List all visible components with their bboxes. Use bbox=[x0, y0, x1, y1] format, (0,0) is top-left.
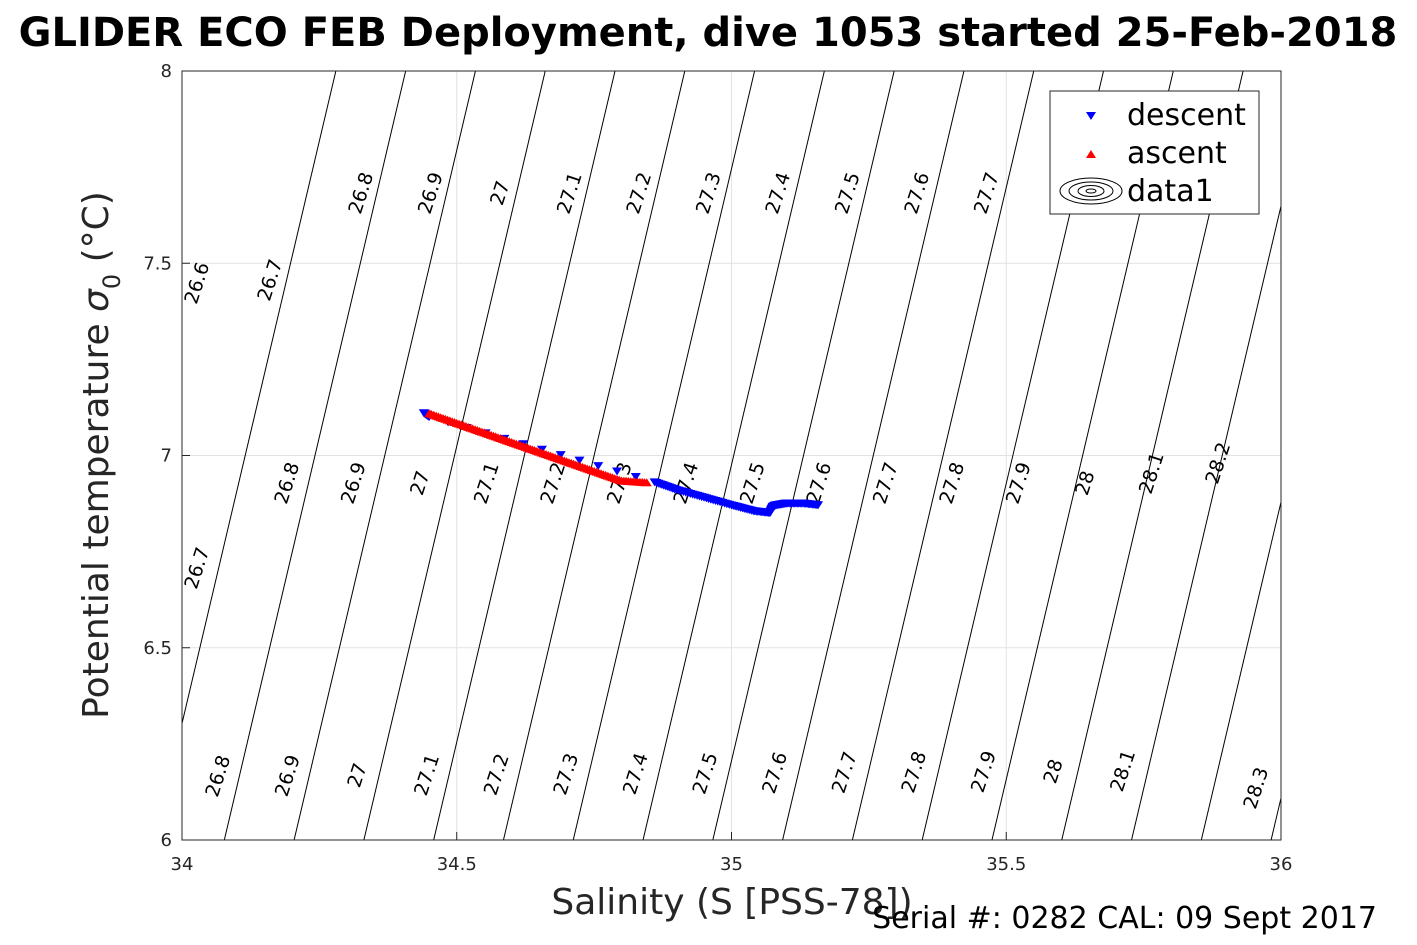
isopycnal-label: 27.3 bbox=[692, 170, 726, 217]
isopycnal-label: 27 bbox=[486, 178, 514, 208]
isopycnal-label: 27.6 bbox=[900, 170, 934, 217]
legend-ascent-label: ascent bbox=[1127, 136, 1227, 171]
descent-point bbox=[574, 456, 585, 465]
isopycnal-label: 26.8 bbox=[270, 460, 304, 507]
isopycnal-label: 26.6 bbox=[180, 260, 214, 307]
isopycnal-label: 26.7 bbox=[180, 545, 214, 592]
y-label-sub: 0 bbox=[98, 274, 126, 289]
descent-point bbox=[593, 462, 604, 471]
isopycnal-line bbox=[851, 70, 1035, 841]
isopycnal-label: 26.8 bbox=[201, 753, 235, 800]
y-tick-label: 7 bbox=[161, 446, 172, 467]
isopycnal-line bbox=[293, 70, 476, 841]
isopycnal-line bbox=[1200, 501, 1282, 841]
isopycnal-line bbox=[712, 70, 895, 841]
isopycnal-line bbox=[642, 70, 825, 841]
y-tick-label: 8 bbox=[161, 61, 172, 82]
isopycnal-label: 26.9 bbox=[337, 460, 371, 507]
x-tick-label: 34.5 bbox=[437, 854, 477, 875]
data-series bbox=[418, 409, 824, 518]
y-tick-label: 6 bbox=[161, 830, 172, 851]
isopycnal-label: 27.1 bbox=[553, 170, 587, 217]
isopycnal-label: 28 bbox=[1071, 468, 1099, 498]
isopycnal-label: 27.4 bbox=[761, 170, 795, 217]
descent-point bbox=[813, 501, 824, 510]
descent-point bbox=[555, 451, 566, 460]
isopycnal-label: 27.4 bbox=[619, 750, 653, 797]
isopycnal-line bbox=[502, 70, 686, 841]
x-axis-ticks: 34 34.5 35 35.5 36 bbox=[171, 832, 1293, 875]
isopycnal-label: 27.2 bbox=[536, 460, 570, 507]
y-label-unit: (°C) bbox=[76, 191, 117, 274]
isopycnal-label: 27.7 bbox=[828, 749, 862, 796]
isopycnal-line bbox=[1131, 206, 1282, 841]
isopycnal-label: 27 bbox=[343, 760, 371, 790]
isopycnal-label: 27.2 bbox=[480, 751, 514, 798]
isopycnal-label: 27.1 bbox=[410, 751, 444, 798]
y-label-main: Potential temperature bbox=[76, 312, 117, 719]
isopycnal-label: 27.7 bbox=[869, 460, 903, 507]
serial-cal-footer: Serial #: 0282 CAL: 09 Sept 2017 bbox=[872, 901, 1377, 936]
legend-box bbox=[1049, 90, 1260, 215]
isopycnal-label: 27.9 bbox=[1002, 460, 1036, 507]
legend-ascent-marker bbox=[1086, 150, 1096, 158]
isopycnal-line bbox=[433, 70, 616, 841]
x-axis-label: Salinity (S [PSS-78]) bbox=[551, 882, 912, 923]
isopycnal-label: 27.4 bbox=[669, 460, 703, 507]
isopycnal-label: 28.1 bbox=[1135, 450, 1169, 497]
isopycnal-label: 27.1 bbox=[470, 460, 504, 507]
isopycnal-label: 27.8 bbox=[897, 749, 931, 796]
descent-point bbox=[612, 467, 623, 476]
ascent-point bbox=[641, 478, 652, 487]
isopycnal-label: 27.2 bbox=[622, 170, 656, 217]
isopycnal-label: 28.1 bbox=[1106, 747, 1140, 794]
isopycnal-label: 27.5 bbox=[831, 170, 865, 217]
y-tick-label: 7.5 bbox=[143, 253, 172, 274]
isopycnal-label: 27.6 bbox=[758, 749, 792, 796]
legend-descent-label: descent bbox=[1127, 98, 1246, 133]
x-tick-label: 35.5 bbox=[986, 854, 1026, 875]
legend-descent-marker bbox=[1086, 112, 1096, 120]
isopycnal-line bbox=[363, 70, 546, 841]
y-label-sigma: σ bbox=[76, 288, 117, 312]
legend: descent ascent data1 bbox=[1049, 90, 1260, 215]
isopycnal-label: 28.3 bbox=[1239, 765, 1273, 812]
isopycnal-label: 26.9 bbox=[271, 752, 305, 799]
isopycnal-line bbox=[572, 70, 756, 841]
isopycnal-label: 27.5 bbox=[736, 460, 770, 507]
isopycnal-line bbox=[181, 70, 337, 724]
x-tick-label: 36 bbox=[1270, 854, 1293, 875]
isopycnal-label: 27.7 bbox=[970, 170, 1004, 217]
isopycnal-line bbox=[782, 70, 965, 841]
x-tick-label: 35 bbox=[720, 854, 743, 875]
isopycnal-label: 27 bbox=[406, 468, 434, 498]
legend-data1-contour-icon bbox=[1059, 177, 1123, 205]
isopycnal-label: 28 bbox=[1039, 756, 1067, 786]
chart-title: GLIDER ECO FEB Deployment, dive 1053 sta… bbox=[19, 10, 1398, 56]
y-tick-label: 6.5 bbox=[143, 638, 172, 659]
isopycnal-label: 27.9 bbox=[967, 748, 1001, 795]
x-tick-label: 34 bbox=[171, 854, 194, 875]
isopycnal-label: 27.5 bbox=[688, 750, 722, 797]
isopycnal-line bbox=[223, 70, 407, 841]
isopycnal-line bbox=[1270, 797, 1282, 841]
isopycnal-label: 27.3 bbox=[549, 751, 583, 798]
isopycnal-label: 28.2 bbox=[1201, 440, 1235, 487]
legend-data1-label: data1 bbox=[1127, 174, 1214, 209]
descent-point bbox=[630, 472, 641, 481]
y-axis-label: Potential temperature σ0 (°C) bbox=[76, 191, 126, 719]
y-axis-ticks: 6 6.5 7 7.5 8 bbox=[143, 61, 190, 851]
